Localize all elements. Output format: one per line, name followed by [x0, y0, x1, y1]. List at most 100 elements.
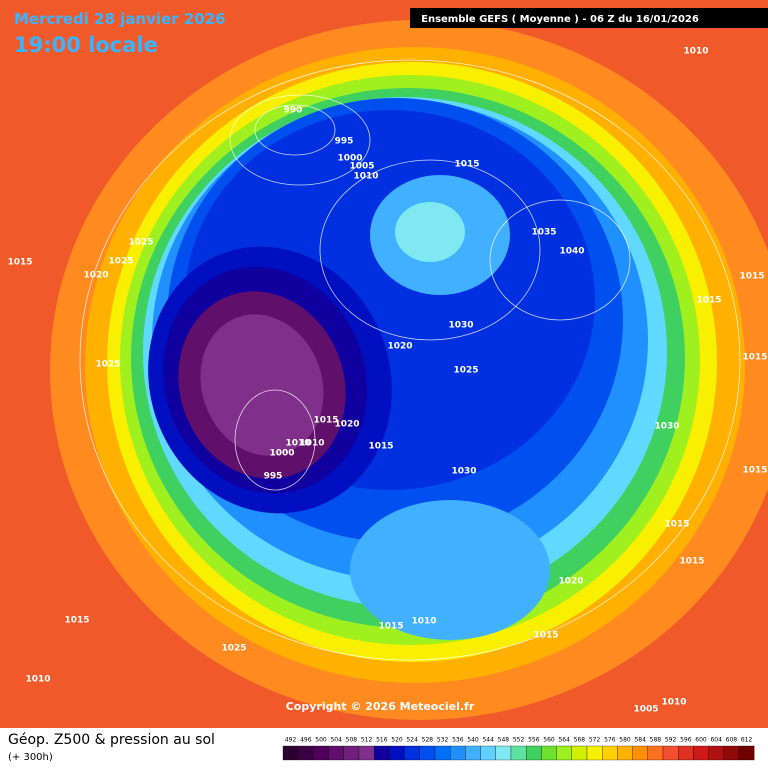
isobar-label: 1015: [664, 520, 689, 530]
isobar-label: 1015: [64, 616, 89, 626]
legend-label: 552: [513, 737, 525, 744]
isobar-label: 1025: [95, 360, 120, 370]
legend-label: 568: [574, 737, 586, 744]
legend-swatch: [738, 745, 755, 761]
isobar-label: 1010: [285, 439, 310, 449]
legend-label: 584: [634, 737, 646, 744]
legend-swatch: [693, 745, 709, 761]
legend-label: 560: [543, 737, 555, 744]
legend-swatch: [708, 745, 724, 761]
legend-swatch: [617, 745, 633, 761]
legend-swatch: [282, 745, 299, 761]
isobar-label: 1030: [654, 422, 679, 432]
legend-swatch: [313, 745, 329, 761]
legend-swatch: [298, 745, 314, 761]
isobar-label: 1040: [559, 247, 584, 257]
footer-lead: (+ 300h): [8, 752, 53, 763]
model-banner: [410, 8, 768, 28]
isobar-label: 1005: [349, 162, 374, 172]
isobar-label: 1015: [533, 631, 558, 641]
legend-label: 604: [710, 737, 722, 744]
isobar-label: 1010: [411, 617, 436, 627]
legend-swatch: [510, 745, 527, 761]
legend-label: 572: [589, 737, 601, 744]
legend-label: 524: [406, 737, 418, 744]
isobar-label: 995: [264, 472, 283, 482]
legend-label: 520: [391, 737, 403, 744]
legend-label: 612: [741, 737, 753, 744]
legend-swatch: [465, 745, 481, 761]
isobar-label: 1015: [696, 296, 721, 306]
isobar-label: 1005: [633, 705, 658, 715]
legend-swatch: [662, 745, 679, 761]
isobar-label: 990: [284, 106, 303, 116]
model-info: Ensemble GEFS ( Moyenne ) - 06 Z du 16/0…: [421, 14, 699, 25]
legend-swatch: [647, 745, 664, 761]
isobar-label: 1015: [679, 557, 704, 567]
isobar-label: 1015: [378, 622, 403, 632]
legend-swatch: [723, 745, 740, 761]
isobar-label: 1010: [661, 698, 686, 708]
legend-label: 492: [285, 737, 297, 744]
isobar-label: 1015: [742, 466, 767, 476]
legend-label: 564: [558, 737, 570, 744]
isobar-label: 1020: [558, 577, 583, 587]
legend-label: 608: [726, 737, 738, 744]
legend-swatch: [632, 745, 648, 761]
isobar-label: 1010: [353, 172, 378, 182]
legend-label: 600: [695, 737, 707, 744]
legend-label: 588: [650, 737, 662, 744]
legend-swatch: [571, 745, 588, 761]
isobar-label: 1030: [451, 467, 476, 477]
legend-swatch: [586, 745, 603, 761]
isobar-label: 1015: [7, 258, 32, 268]
legend-label: 496: [300, 737, 312, 744]
isobar-label: 1025: [453, 366, 478, 376]
legend-label: 536: [452, 737, 464, 744]
date-title: Mercredi 28 janvier 2026: [14, 10, 226, 28]
legend-swatch: [495, 745, 512, 761]
isobar-label: 1010: [683, 47, 708, 57]
isobar-label: 1025: [128, 238, 153, 248]
color-legend: 492 496 500 504 508 512 516 520 524 528 532 536 540 5…: [282, 737, 755, 761]
legend-swatch: [526, 745, 542, 761]
isobar-label: 1025: [221, 644, 246, 654]
isobar-label: 1000: [269, 449, 294, 459]
isobar-label: 1030: [448, 321, 473, 331]
isobar-label: 1015: [454, 160, 479, 170]
isobar-label: 1015: [742, 353, 767, 363]
legend-swatch: [358, 745, 375, 761]
legend-swatch: [389, 745, 405, 761]
isobar-labels: 1010990995100010051010101510251025101510…: [7, 47, 767, 715]
legend-swatch: [343, 745, 360, 761]
time-title: 19:00 locale: [14, 33, 158, 57]
legend-label: 528: [422, 737, 434, 744]
isobar-label: 1020: [83, 271, 108, 281]
legend-label: 596: [680, 737, 692, 744]
legend-swatch: [434, 745, 451, 761]
isobar-label: 1035: [531, 228, 556, 238]
legend-label: 532: [437, 737, 449, 744]
legend-swatch: [556, 745, 572, 761]
legend-swatch: [374, 745, 390, 761]
legend-swatch: [678, 745, 694, 761]
legend-swatch: [450, 745, 466, 761]
copyright: Copyright © 2026 Meteociel.fr: [286, 700, 475, 713]
isobar-label: 1020: [387, 342, 412, 352]
legend-label: 504: [330, 737, 342, 744]
isobar-label: 1015: [313, 416, 338, 426]
legend-label: 556: [528, 737, 540, 744]
isobars: [79, 59, 741, 661]
legend-label: 592: [665, 737, 677, 744]
isobar-label: 1010: [25, 675, 50, 685]
isobar-label: 1025: [108, 257, 133, 267]
footer-title: Géop. Z500 & pression au sol: [8, 732, 215, 748]
legend-swatch: [328, 745, 344, 761]
legend-swatch: [404, 745, 420, 761]
isobar-label: 1015: [368, 442, 393, 452]
isobar-label: 1010: [299, 439, 324, 449]
isobar-label: 1020: [334, 420, 359, 430]
isobar-label: 1000: [337, 154, 362, 164]
